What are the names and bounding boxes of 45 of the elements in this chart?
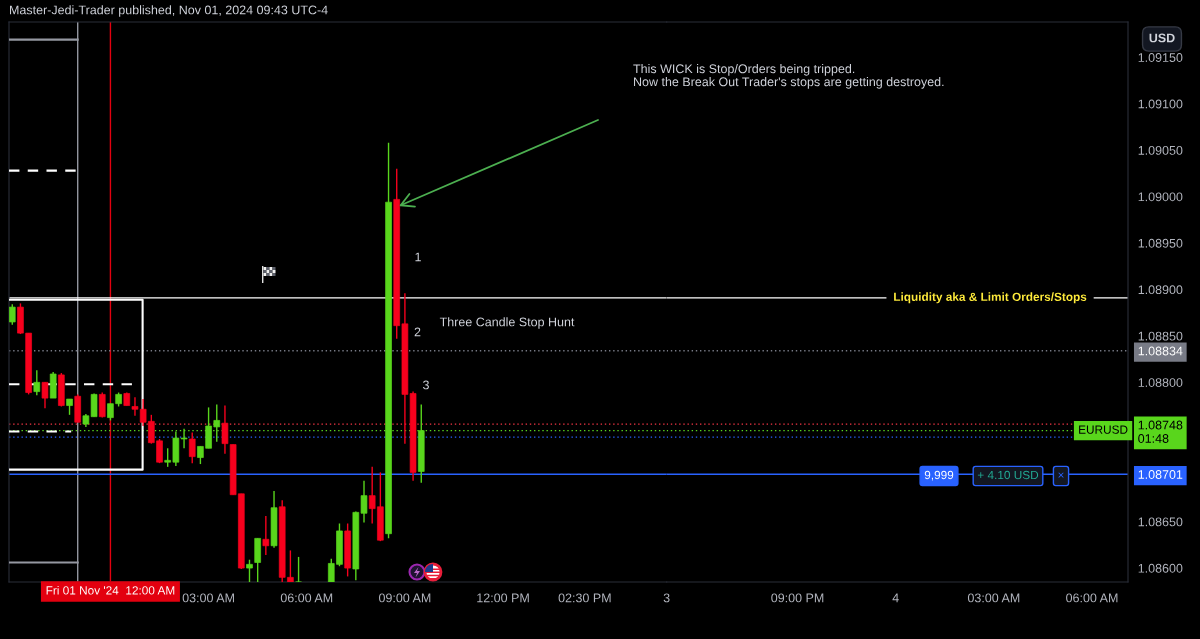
ref-line-label: Fri 01 Nov '24 12:00 AM [46, 585, 175, 595]
ref-line-label: EURUSD [1079, 425, 1128, 434]
candlestick [221, 404, 229, 455]
y-axis-title: USD [1149, 33, 1175, 43]
y-tick-label: 1.08748 01:48 [1138, 420, 1183, 443]
x-tick-label: 06:00 AM [280, 593, 333, 603]
annotation: Three Candle Stop Hunt [439, 317, 575, 329]
candlestick [33, 369, 41, 397]
x-tick-label: 4 [892, 593, 899, 603]
x-tick-label: 12:00 PM [477, 593, 529, 603]
annotation: This WICK is Stop/Orders being tripped. Now the Break Out Trader's stops are getting destroyed. [633, 64, 944, 89]
y-tick-label: 1.09000 [1138, 192, 1183, 202]
annotation: 3 [423, 380, 429, 390]
x-tick-label: 03:00 AM [182, 593, 234, 603]
x-tick-label: 3 [663, 593, 670, 603]
y-tick-label: 1.08800 [1138, 378, 1183, 387]
y-tick-label: 1.08900 [1138, 285, 1183, 295]
x-tick-label: 06:00 AM [1066, 593, 1118, 603]
candlestick [9, 303, 16, 326]
candlestick [246, 559, 253, 582]
x-tick-label: 09:00 PM [771, 593, 824, 603]
y-tick-label: 1.08600 [1138, 563, 1183, 573]
annotation: 9,999 [924, 470, 954, 481]
candlestick [98, 391, 106, 419]
annotation: 1 [415, 252, 421, 262]
y-tick-label: 1.09050 [1138, 145, 1183, 155]
y-tick-label: 1.08850 [1138, 331, 1183, 341]
y-tick-label: 1.09150 [1138, 53, 1183, 62]
y-tick-label: 1.08701 [1138, 470, 1183, 479]
candlestick [41, 381, 49, 410]
x-tick-label: 09:00 AM [378, 593, 431, 603]
annotation: + 4.10 USD [977, 470, 1039, 480]
y-tick-label: 1.08834 [1138, 346, 1183, 356]
candlestick [188, 431, 196, 464]
candlestick [262, 515, 270, 556]
y-tick-label: 1.08950 [1138, 238, 1183, 248]
chart-title: Master-Jedi-Trader published, Nov 01, 2024 09:43 UTC-4 [10, 5, 328, 17]
candlestick [295, 556, 302, 582]
y-tick-label: 1.09100 [1138, 99, 1183, 109]
y-tick-label: 1.08650 [1138, 517, 1183, 527]
x-tick-label: 02:30 PM [558, 593, 611, 603]
x-tick-label: 03:00 AM [967, 593, 1020, 603]
ref-line-label: Liquidity aka & Limit Orders/Stops [894, 292, 1087, 304]
annotation: 2 [414, 327, 421, 337]
annotation: × [1058, 472, 1064, 478]
